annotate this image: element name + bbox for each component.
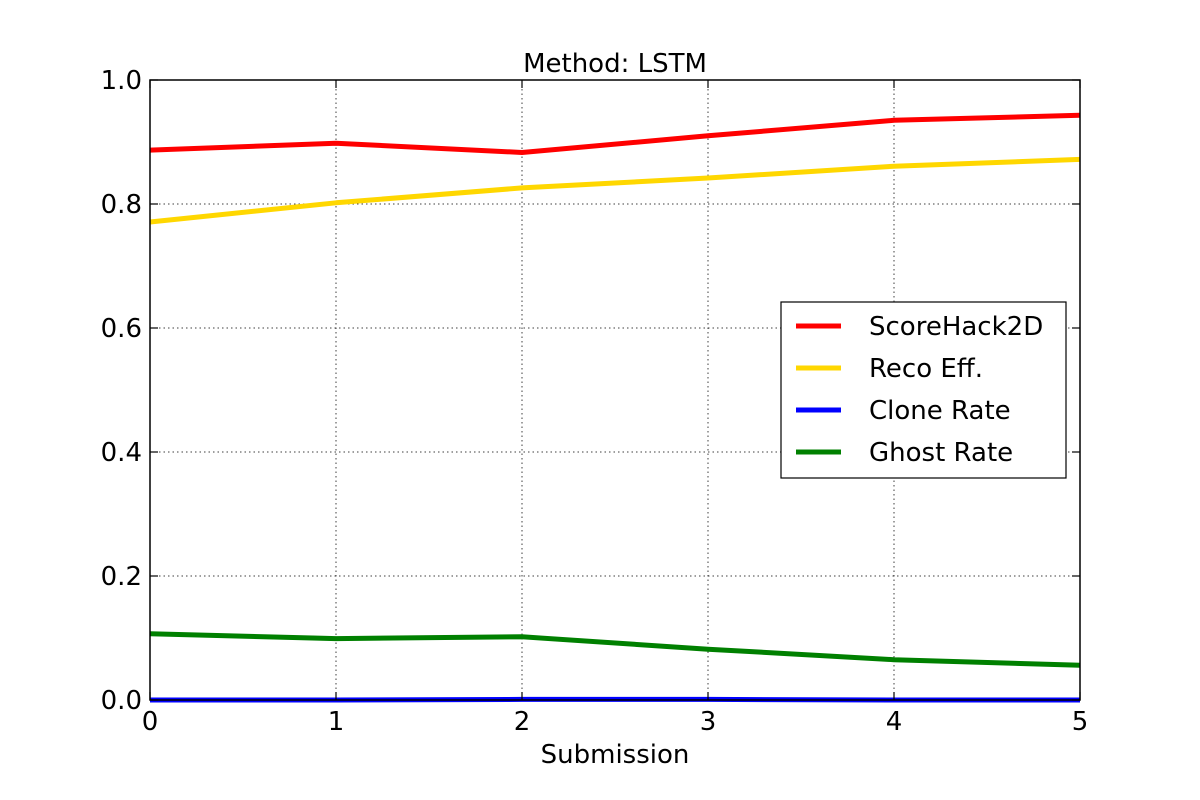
chart-title: Method: LSTM (523, 49, 707, 79)
x-tick-label: 5 (1072, 707, 1089, 737)
y-tick-label: 0.6 (101, 314, 142, 344)
plot-area-frame (149, 79, 1081, 701)
y-tick-label: 0.4 (101, 438, 142, 468)
x-tick-label: 0 (142, 707, 159, 737)
y-tick-label: 0.8 (101, 190, 142, 220)
legend-label-clone-rate: Clone Rate (869, 396, 1011, 426)
axis-ticks: 0 1 2 3 4 5 0.0 0.2 0.4 0.6 0.8 1.0 (101, 66, 1089, 737)
x-tick-label: 1 (328, 707, 345, 737)
x-tick-label: 3 (700, 707, 717, 737)
series-line-reco-eff (149, 156, 1081, 225)
x-axis-label: Submission (541, 740, 690, 770)
x-tick-label: 4 (886, 707, 903, 737)
x-tick-label: 2 (514, 707, 531, 737)
y-tick-label: 0.2 (101, 562, 142, 592)
legend-label-reco-eff: Reco Eff. (869, 354, 983, 384)
legend-box (780, 301, 1067, 479)
y-tick-label: 1.0 (101, 66, 142, 96)
legend-label-ghost-rate: Ghost Rate (869, 438, 1013, 468)
legend-label-scorehack2d: ScoreHack2D (869, 312, 1043, 342)
y-tick-label: 0.0 (101, 686, 142, 716)
series-line-ghost-rate (149, 631, 1081, 668)
legend: ScoreHack2D Reco Eff. Clone Rate Ghost Rate (780, 301, 1067, 479)
series-line-scorehack2d (149, 112, 1081, 155)
